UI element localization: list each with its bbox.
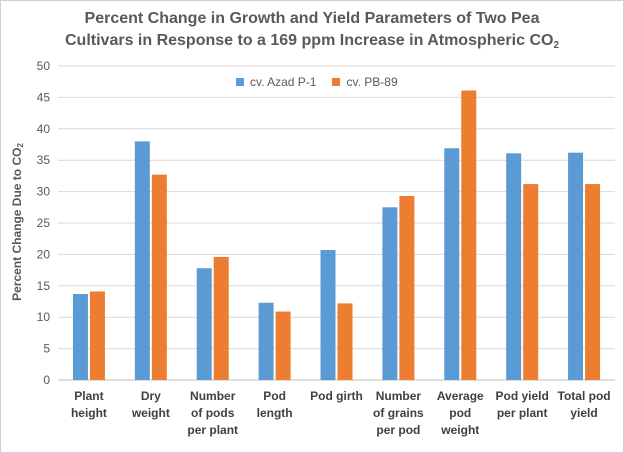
x-tick-label-line: height — [71, 406, 107, 420]
bar-series-1 — [196, 268, 212, 380]
x-tick-label-line: per pod — [376, 423, 420, 437]
x-tick-label: Number of pods per plant — [187, 389, 238, 437]
x-tick-label-line: per plant — [187, 423, 238, 437]
bar-series-1 — [320, 250, 336, 380]
y-tick-label: 5 — [43, 342, 50, 356]
x-tick-label-line: of pods — [191, 406, 235, 420]
x-tick-label: Dry weight — [131, 389, 170, 420]
y-tick-label: 50 — [37, 59, 51, 73]
x-tick-label-line: Number — [190, 389, 236, 403]
bar-series-2 — [585, 184, 601, 380]
y-tick-label: 40 — [37, 122, 51, 136]
x-tick-label-line: weight — [131, 406, 170, 420]
legend-item-series-2: cv. PB-89 — [332, 75, 398, 89]
bar-series-2 — [89, 291, 105, 380]
bar-series-1 — [444, 148, 460, 380]
x-tick-label: Average pod weight — [437, 389, 484, 437]
bar-series-1 — [134, 141, 150, 380]
x-tick-label: Pod girth — [310, 389, 363, 403]
x-tick-label-line: weight — [440, 423, 479, 437]
x-tick-label: Number of grains per pod — [373, 389, 424, 437]
y-tick-label: 15 — [37, 279, 51, 293]
bar-series-2 — [399, 195, 415, 380]
bar-series-1 — [506, 153, 522, 380]
x-tick-label-line: pod — [449, 406, 471, 420]
bar-series-2 — [213, 256, 229, 380]
y-tick-label: 35 — [37, 153, 51, 167]
y-tick-label: 45 — [37, 90, 51, 104]
bar-series-2 — [461, 90, 477, 380]
x-tick-label: Pod yield per plant — [495, 389, 548, 420]
chart-title-line-1: Percent Change in Growth and Yield Param… — [84, 10, 540, 27]
x-tick-label-line: Total pod — [558, 389, 611, 403]
x-tick-label-line: of grains — [373, 406, 424, 420]
x-tick-label-line: length — [257, 406, 293, 420]
legend-swatch-series-1 — [236, 78, 244, 86]
x-tick-label-line: Number — [376, 389, 422, 403]
y-tick-label: 20 — [37, 247, 51, 261]
legend-item-series-1: cv. Azad P-1 — [236, 75, 316, 89]
bar-series-2 — [337, 303, 353, 380]
chart-title-subscript: 2 — [553, 40, 559, 51]
y-tick-label: 0 — [43, 373, 50, 387]
chart-title-line-2: Cultivars in Response to a 169 ppm Incre… — [0, 30, 624, 52]
x-tick-label-line: Pod — [263, 389, 286, 403]
chart-title: Percent Change in Growth and Yield Param… — [0, 8, 624, 52]
x-tick-label-line: Dry — [141, 389, 161, 403]
legend-swatch-series-2 — [332, 78, 341, 86]
x-tick-label-line: yield — [570, 406, 597, 420]
legend: cv. Azad P-1 cv. PB-89 — [236, 75, 398, 89]
bar-series-2 — [275, 311, 291, 380]
y-tick-label: 30 — [37, 185, 51, 199]
x-tick-label: Plant height — [71, 389, 107, 420]
x-tick-label: Pod length — [257, 389, 293, 420]
legend-label-series-1: cv. Azad P-1 — [250, 75, 317, 89]
y-tick-label: 25 — [37, 216, 51, 230]
x-tick-label-line: Plant — [74, 389, 103, 403]
y-tick-label: 10 — [37, 310, 51, 324]
x-tick-label-line: per plant — [497, 406, 548, 420]
chart-title-line-2-text: Cultivars in Response to a 169 ppm Incre… — [65, 32, 554, 49]
legend-label-series-2: cv. PB-89 — [346, 75, 398, 89]
bar-series-2 — [523, 184, 539, 380]
bar-series-1 — [568, 152, 584, 380]
bar-series-1 — [72, 293, 88, 380]
x-tick-label-line: Average — [437, 389, 484, 403]
bar-series-1 — [258, 302, 274, 380]
x-tick-label-line: Pod yield — [495, 389, 548, 403]
bar-series-2 — [151, 174, 167, 380]
x-tick-label-line: Pod girth — [310, 389, 363, 403]
x-tick-label: Total pod yield — [558, 389, 611, 420]
bar-series-1 — [382, 207, 398, 380]
